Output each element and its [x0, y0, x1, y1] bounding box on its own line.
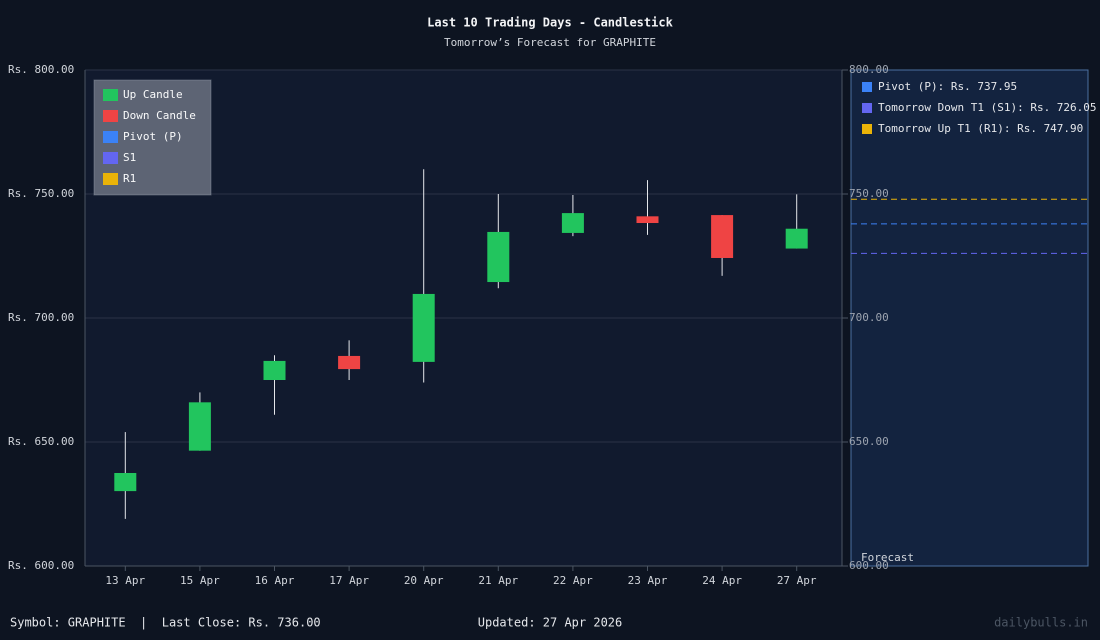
x-tick-label: 17 Apr — [329, 574, 369, 587]
y2-tick-label: 650.00 — [849, 435, 889, 448]
forecast-panel — [850, 69, 1089, 567]
x-tick-label: 20 Apr — [404, 574, 444, 587]
y-tick-label: Rs. 800.00 — [8, 63, 74, 76]
candle-body — [412, 293, 435, 362]
x-tick-label: 13 Apr — [105, 574, 145, 587]
candle-body — [636, 216, 659, 224]
chart-title: Last 10 Trading Days - Candlestick — [427, 16, 673, 30]
x-tick-label: 27 Apr — [777, 574, 817, 587]
candle-body — [263, 360, 286, 380]
candle-body — [711, 215, 734, 258]
legend-label: Tomorrow Down T1 (S1): Rs. 726.05 — [878, 101, 1097, 114]
x-tick-label: 22 Apr — [553, 574, 593, 587]
legend-label: S1 — [123, 151, 136, 164]
legend-label: Down Candle — [123, 109, 196, 122]
y-tick-label: Rs. 650.00 — [8, 435, 74, 448]
candle-body — [785, 228, 808, 249]
candle-body — [561, 213, 584, 233]
x-tick-label: 16 Apr — [255, 574, 295, 587]
legend-swatch — [862, 103, 872, 113]
footer-center: Updated: 27 Apr 2026 — [478, 616, 623, 630]
candle-body — [188, 402, 211, 451]
x-tick-label: 23 Apr — [628, 574, 668, 587]
chart-subtitle: Tomorrow’s Forecast for GRAPHITE — [444, 36, 656, 49]
footer-left: Symbol: GRAPHITE | Last Close: Rs. 736.0… — [10, 616, 321, 630]
candle-body — [338, 355, 361, 370]
legend-swatch — [103, 152, 118, 164]
candle-body — [114, 473, 137, 492]
y2-tick-label: 600.00 — [849, 559, 889, 572]
x-tick-label: 24 Apr — [702, 574, 742, 587]
legend-label: Tomorrow Up T1 (R1): Rs. 747.90 — [878, 122, 1083, 135]
legend-swatch — [103, 110, 118, 122]
y-tick-label: Rs. 750.00 — [8, 187, 74, 200]
y-tick-label: Rs. 600.00 — [8, 559, 74, 572]
y2-tick-label: 700.00 — [849, 311, 889, 324]
footer-right: dailybulls.in — [994, 616, 1088, 630]
y2-tick-label: 800.00 — [849, 63, 889, 76]
legend-label: Pivot (P) — [123, 130, 183, 143]
candle-body — [487, 231, 510, 283]
y-tick-label: Rs. 700.00 — [8, 311, 74, 324]
legend-swatch — [103, 131, 118, 143]
legend-swatch — [103, 89, 118, 101]
legend-swatch — [862, 124, 872, 134]
legend-swatch — [103, 173, 118, 185]
forecast-label: Forecast — [861, 551, 914, 564]
legend-label: Pivot (P): Rs. 737.95 — [878, 80, 1017, 93]
x-tick-label: 15 Apr — [180, 574, 220, 587]
forecast-legend: Pivot (P): Rs. 737.95 Tomorrow Down T1 (S… — [862, 80, 1097, 135]
legend-label: Up Candle — [123, 88, 183, 101]
x-tick-label: 21 Apr — [478, 574, 518, 587]
legend-label: R1 — [123, 172, 136, 185]
legend-swatch — [862, 82, 872, 92]
y2-tick-label: 750.00 — [849, 187, 889, 200]
